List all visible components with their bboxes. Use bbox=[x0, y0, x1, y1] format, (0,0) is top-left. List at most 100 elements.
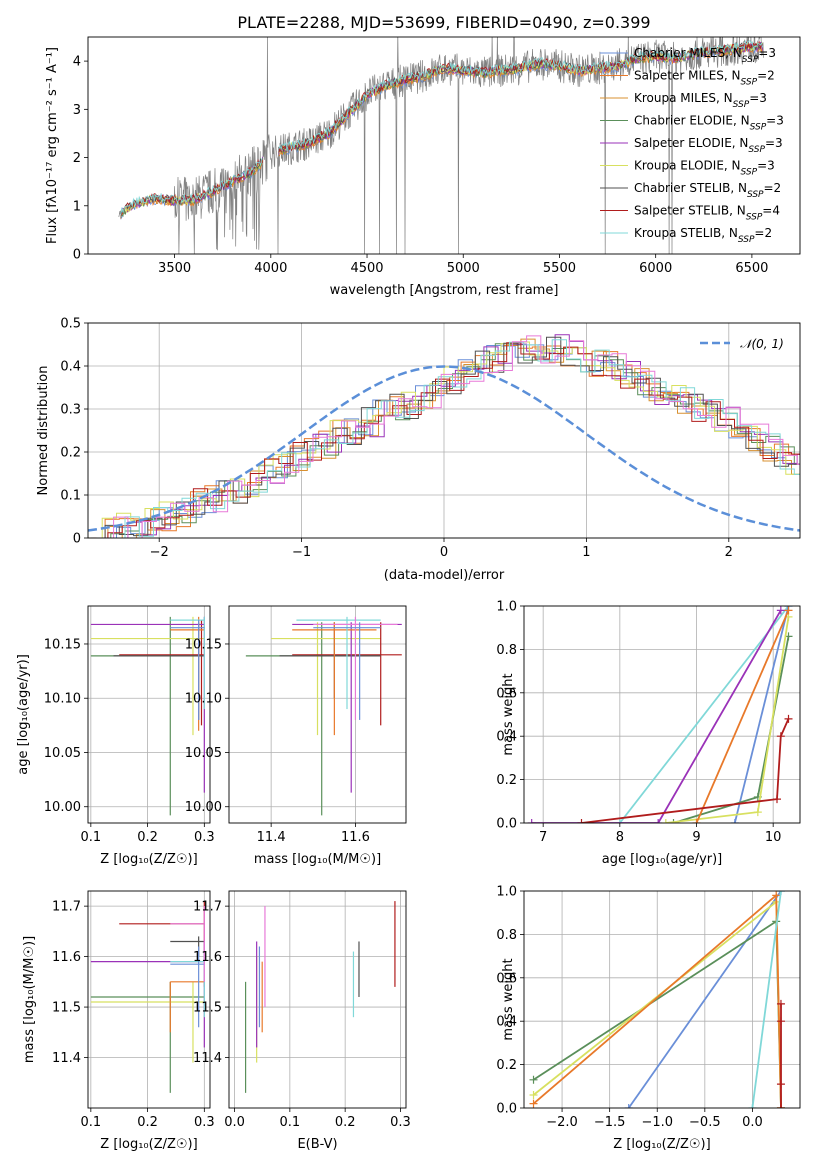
y-tick-label: 11.7 bbox=[193, 900, 222, 915]
weight-series-marker bbox=[748, 1104, 757, 1108]
y-tick-label: 0.5 bbox=[60, 317, 81, 332]
weight-series-marker bbox=[784, 714, 793, 723]
residual-histogram-line bbox=[96, 339, 800, 538]
y-tick-label: 0.3 bbox=[60, 403, 81, 418]
weight-series-line bbox=[581, 718, 790, 823]
x-tick-label: −1 bbox=[292, 545, 311, 560]
y-tick-label: 10.10 bbox=[185, 692, 222, 707]
legend-entry: 𝒩(0, 1) bbox=[740, 337, 784, 351]
y-tick-label: 10.00 bbox=[44, 800, 81, 815]
y-tick-label: 10.05 bbox=[44, 746, 81, 761]
y-tick-label: 0.2 bbox=[496, 1058, 517, 1073]
y-tick-label: 10.15 bbox=[44, 637, 81, 652]
weight-series-marker bbox=[624, 1104, 633, 1108]
weight-series-marker bbox=[661, 819, 670, 823]
residuals-panel: −2 −1 0 1 2 0 0.1 0.2 0.3 0.4 0.5 (data-model)/erro… bbox=[36, 317, 801, 583]
y-tick-label: 10.00 bbox=[185, 800, 222, 815]
plot-area bbox=[245, 616, 402, 816]
residual-histogram-line bbox=[93, 342, 800, 538]
weight-series-marker bbox=[784, 606, 793, 615]
y-tick-label: 0 bbox=[73, 532, 81, 547]
plot-area bbox=[527, 606, 793, 823]
y-tick-label: 0.4 bbox=[60, 360, 81, 375]
y-tick-label: 11.6 bbox=[52, 950, 81, 965]
mass-vs-metallicity-panel: 0.1 0.2 0.3 11.4 11.5 11.6 11.7 Z [log₁₀(Z/Z☉)]… bbox=[22, 890, 215, 1152]
weight-series-line bbox=[619, 606, 790, 823]
y-tick-label: 11.5 bbox=[193, 1001, 222, 1016]
y-tick-label: 11.5 bbox=[52, 1001, 81, 1016]
y-tick-label: 0.4 bbox=[496, 1015, 517, 1030]
x-tick-label: 2 bbox=[725, 545, 733, 560]
y-tick-label: 0.2 bbox=[496, 773, 517, 788]
x-tick-label: 4000 bbox=[254, 261, 287, 276]
normal-distribution-curve bbox=[88, 365, 800, 532]
x-tick-label: 0.3 bbox=[194, 830, 215, 845]
y-tick-label: 1.0 bbox=[496, 885, 517, 900]
x-tick-label: 0.1 bbox=[80, 830, 101, 845]
x-tick-label: 8 bbox=[616, 830, 624, 845]
weight-series-marker bbox=[529, 1090, 538, 1099]
y-tick-label: 10.05 bbox=[185, 746, 222, 761]
axes-frame bbox=[87, 605, 211, 824]
y-axis-label: mass weight bbox=[501, 958, 516, 1040]
weight-series-marker bbox=[773, 795, 781, 804]
mass-weight-vs-metallicity-panel: −2.0 −1.5 −1.0 −0.5 0.0 0.0 0.2 0.4 0.6 0.8 1.0 Z [… bbox=[496, 885, 801, 1152]
x-tick-label: 0.3 bbox=[390, 1115, 411, 1130]
y-tick-label: 1.0 bbox=[496, 600, 517, 615]
x-tick-label: 4500 bbox=[350, 261, 383, 276]
plot-area bbox=[90, 616, 205, 816]
weight-series-marker bbox=[615, 819, 624, 823]
x-tick-label: 3500 bbox=[158, 261, 191, 276]
y-tick-label: 0.1 bbox=[60, 489, 81, 504]
y-tick-label: 0.8 bbox=[496, 643, 517, 658]
x-tick-label: 0.2 bbox=[137, 830, 158, 845]
x-tick-label: 1 bbox=[582, 545, 590, 560]
weight-series-marker bbox=[577, 819, 586, 823]
plot-area bbox=[244, 901, 396, 1093]
x-tick-label: 6500 bbox=[735, 261, 768, 276]
axes-frame bbox=[87, 890, 211, 1109]
x-tick-label: 0.2 bbox=[137, 1115, 158, 1130]
weight-series-line bbox=[695, 609, 790, 823]
age-vs-metallicity-panel: 0.1 0.2 0.3 10.00 10.05 10.10 10.15 Z [log₁₀(Z/… bbox=[16, 605, 215, 867]
y-tick-label: 11.4 bbox=[52, 1051, 81, 1066]
x-axis-label: age [log₁₀(age/yr)] bbox=[602, 852, 723, 867]
x-tick-label: −1.5 bbox=[594, 1115, 626, 1130]
weight-series-marker bbox=[692, 819, 701, 823]
weight-series-marker bbox=[776, 1080, 785, 1089]
x-tick-label: −1.0 bbox=[641, 1115, 673, 1130]
age-vs-mass-panel: 11.4 11.6 10.00 10.05 10.10 10.15 mass [log₁₀(… bbox=[185, 605, 407, 867]
residual-histogram-line bbox=[99, 335, 800, 538]
figure-title: PLATE=2288, MJD=53699, FIBERID=0490, z=0… bbox=[237, 13, 650, 32]
x-tick-label: 11.4 bbox=[257, 830, 286, 845]
y-tick-label: 0 bbox=[73, 248, 81, 263]
x-tick-label: 0.0 bbox=[742, 1115, 763, 1130]
weight-series-marker bbox=[527, 819, 536, 823]
weight-series-line bbox=[627, 891, 782, 1108]
x-tick-label: 11.6 bbox=[341, 830, 370, 845]
x-tick-label: 6000 bbox=[639, 261, 672, 276]
x-tick-label: 0.1 bbox=[280, 1115, 301, 1130]
y-tick-label: 10.15 bbox=[185, 637, 222, 652]
y-tick-label: 0.6 bbox=[496, 686, 517, 701]
axes-frame bbox=[87, 322, 801, 539]
x-tick-label: 10 bbox=[765, 830, 782, 845]
weight-series-marker bbox=[529, 1099, 538, 1108]
weight-series-marker bbox=[654, 819, 663, 823]
weight-series-marker bbox=[776, 999, 785, 1008]
x-axis-label: Z [log₁₀(Z/Z☉)] bbox=[100, 1137, 197, 1152]
plot-area bbox=[88, 334, 800, 538]
x-tick-label: −2.0 bbox=[546, 1115, 578, 1130]
x-tick-label: 5000 bbox=[447, 261, 480, 276]
y-tick-label: 1 bbox=[73, 199, 81, 214]
y-tick-label: 0.2 bbox=[60, 446, 81, 461]
axes-frame bbox=[523, 890, 801, 1109]
model-spectrum-line bbox=[120, 40, 764, 216]
x-tick-label: 0.1 bbox=[80, 1115, 101, 1130]
weight-series-marker bbox=[529, 1075, 538, 1084]
y-tick-label: 11.4 bbox=[193, 1051, 222, 1066]
x-tick-label: 9 bbox=[692, 830, 700, 845]
x-axis-label: wavelength [Angstrom, rest frame] bbox=[330, 283, 559, 298]
y-tick-label: 0.6 bbox=[496, 971, 517, 986]
axes-frame bbox=[87, 36, 801, 255]
